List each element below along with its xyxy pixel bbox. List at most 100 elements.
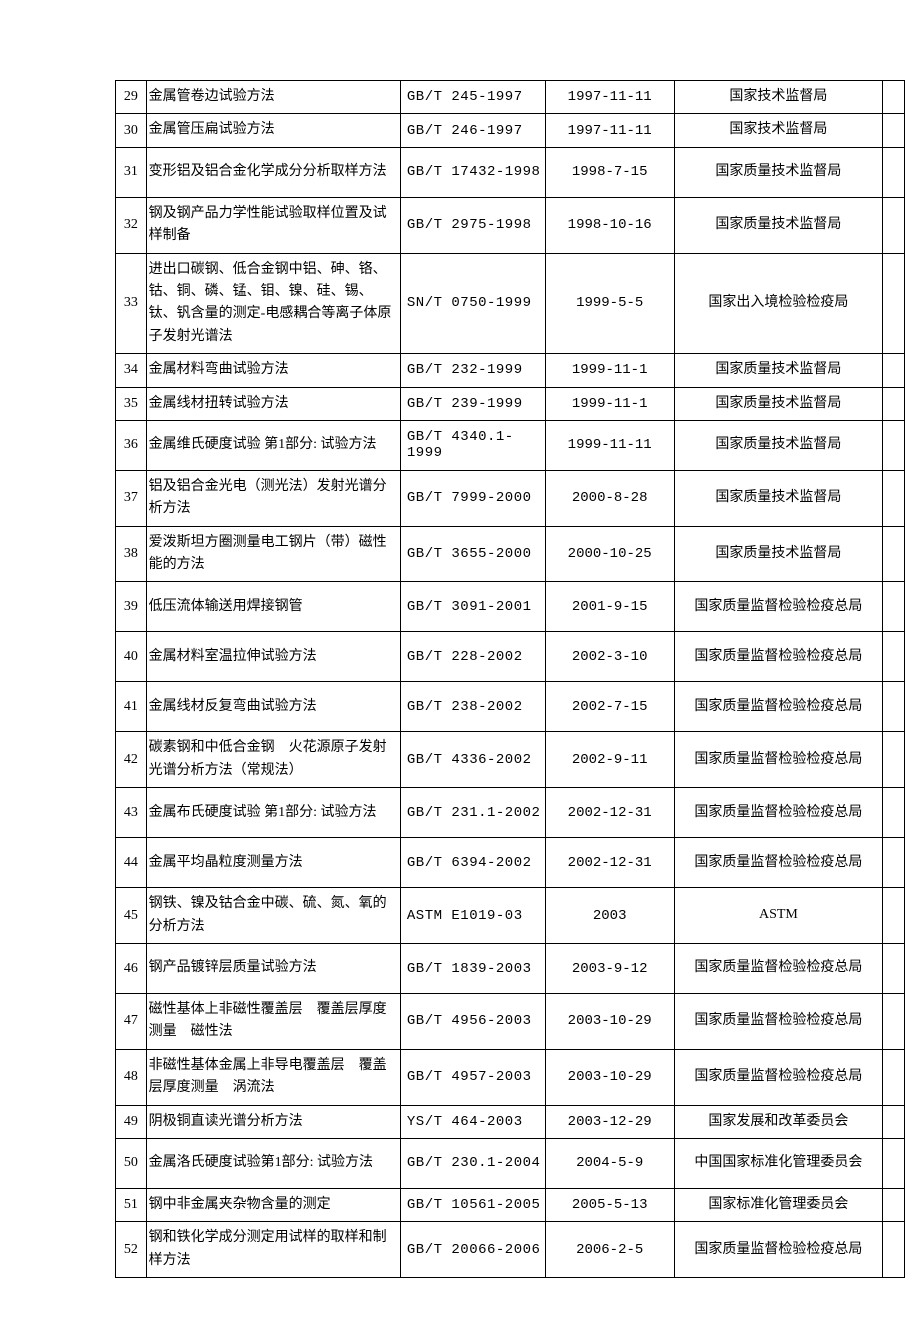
table-row: 48非磁性基体金属上非导电覆盖层 覆盖层厚度测量 涡流法GB/T 4957-20… — [116, 1049, 905, 1105]
row-number: 51 — [116, 1188, 147, 1221]
standard-date: 1999-11-11 — [545, 420, 674, 470]
standard-code: GB/T 231.1-2002 — [400, 788, 545, 838]
extra-cell — [883, 682, 905, 732]
table-row: 40金属材料室温拉伸试验方法GB/T 228-20022002-3-10国家质量… — [116, 632, 905, 682]
standard-title: 金属洛氏硬度试验第1部分: 试验方法 — [146, 1138, 400, 1188]
row-number: 37 — [116, 470, 147, 526]
row-number: 36 — [116, 420, 147, 470]
table-row: 46钢产品镀锌层质量试验方法GB/T 1839-20032003-9-12国家质… — [116, 944, 905, 994]
standard-date: 1998-10-16 — [545, 197, 674, 253]
row-number: 46 — [116, 944, 147, 994]
extra-cell — [883, 1105, 905, 1138]
table-row: 35金属线材扭转试验方法GB/T 239-19991999-11-1国家质量技术… — [116, 387, 905, 420]
standard-date: 2005-5-13 — [545, 1188, 674, 1221]
extra-cell — [883, 387, 905, 420]
standard-title: 阴极铜直读光谱分析方法 — [146, 1105, 400, 1138]
extra-cell — [883, 420, 905, 470]
standard-code: GB/T 20066-2006 — [400, 1222, 545, 1278]
standard-title: 金属管压扁试验方法 — [146, 114, 400, 147]
extra-cell — [883, 582, 905, 632]
row-number: 38 — [116, 526, 147, 582]
standard-org: 国家质量监督检验检疫总局 — [674, 582, 882, 632]
standard-title: 金属材料室温拉伸试验方法 — [146, 632, 400, 682]
table-row: 30金属管压扁试验方法GB/T 246-19971997-11-11国家技术监督… — [116, 114, 905, 147]
standard-title: 钢铁、镍及钴合金中碳、硫、氮、氧的分析方法 — [146, 888, 400, 944]
standard-org: 国家质量技术监督局 — [674, 197, 882, 253]
standard-code: GB/T 238-2002 — [400, 682, 545, 732]
table-row: 45钢铁、镍及钴合金中碳、硫、氮、氧的分析方法ASTM E1019-032003… — [116, 888, 905, 944]
table-row: 38爱泼斯坦方圈测量电工钢片（带）磁性能的方法GB/T 3655-2000200… — [116, 526, 905, 582]
standard-title: 金属材料弯曲试验方法 — [146, 354, 400, 387]
table-row: 42碳素钢和中低合金钢 火花源原子发射光谱分析方法（常规法）GB/T 4336-… — [116, 732, 905, 788]
standard-date: 2001-9-15 — [545, 582, 674, 632]
extra-cell — [883, 526, 905, 582]
standard-org: 国家质量监督检验检疫总局 — [674, 1222, 882, 1278]
standard-date: 2002-9-11 — [545, 732, 674, 788]
standard-org: 国家技术监督局 — [674, 81, 882, 114]
standard-date: 2003-9-12 — [545, 944, 674, 994]
row-number: 48 — [116, 1049, 147, 1105]
standard-org: 国家技术监督局 — [674, 114, 882, 147]
standard-code: GB/T 2975-1998 — [400, 197, 545, 253]
standard-title: 非磁性基体金属上非导电覆盖层 覆盖层厚度测量 涡流法 — [146, 1049, 400, 1105]
standard-date: 2006-2-5 — [545, 1222, 674, 1278]
standard-date: 1998-7-15 — [545, 147, 674, 197]
standard-title: 铝及铝合金光电（测光法）发射光谱分析方法 — [146, 470, 400, 526]
standard-date: 2003 — [545, 888, 674, 944]
standard-title: 碳素钢和中低合金钢 火花源原子发射光谱分析方法（常规法） — [146, 732, 400, 788]
standard-org: 国家质量监督检验检疫总局 — [674, 632, 882, 682]
standards-table: 29金属管卷边试验方法GB/T 245-19971997-11-11国家技术监督… — [115, 80, 905, 1278]
standard-code: GB/T 4340.1-1999 — [400, 420, 545, 470]
table-row: 29金属管卷边试验方法GB/T 245-19971997-11-11国家技术监督… — [116, 81, 905, 114]
standard-code: GB/T 246-1997 — [400, 114, 545, 147]
standard-date: 2004-5-9 — [545, 1138, 674, 1188]
standard-org: 国家出入境检验检疫局 — [674, 253, 882, 354]
extra-cell — [883, 838, 905, 888]
extra-cell — [883, 888, 905, 944]
standard-title: 金属维氏硬度试验 第1部分: 试验方法 — [146, 420, 400, 470]
standard-title: 金属平均晶粒度测量方法 — [146, 838, 400, 888]
row-number: 33 — [116, 253, 147, 354]
standard-org: 国家质量技术监督局 — [674, 470, 882, 526]
table-row: 44金属平均晶粒度测量方法GB/T 6394-20022002-12-31国家质… — [116, 838, 905, 888]
row-number: 44 — [116, 838, 147, 888]
table-row: 39低压流体输送用焊接钢管GB/T 3091-20012001-9-15国家质量… — [116, 582, 905, 632]
standard-org: 国家质量监督检验检疫总局 — [674, 788, 882, 838]
standard-title: 金属线材扭转试验方法 — [146, 387, 400, 420]
extra-cell — [883, 1138, 905, 1188]
standard-date: 1999-11-1 — [545, 354, 674, 387]
standard-title: 变形铝及铝合金化学成分分析取样方法 — [146, 147, 400, 197]
standard-org: 国家质量技术监督局 — [674, 387, 882, 420]
extra-cell — [883, 1188, 905, 1221]
standard-date: 1997-11-11 — [545, 114, 674, 147]
table-row: 32钢及钢产品力学性能试验取样位置及试样制备GB/T 2975-19981998… — [116, 197, 905, 253]
row-number: 49 — [116, 1105, 147, 1138]
standard-org: 国家发展和改革委员会 — [674, 1105, 882, 1138]
row-number: 32 — [116, 197, 147, 253]
standard-org: 国家质量监督检验检疫总局 — [674, 732, 882, 788]
standard-code: GB/T 1839-2003 — [400, 944, 545, 994]
extra-cell — [883, 632, 905, 682]
extra-cell — [883, 1049, 905, 1105]
table-row: 41金属线材反复弯曲试验方法GB/T 238-20022002-7-15国家质量… — [116, 682, 905, 732]
standard-code: GB/T 239-1999 — [400, 387, 545, 420]
standard-org: 国家质量监督检验检疫总局 — [674, 944, 882, 994]
standard-org: 国家质量监督检验检疫总局 — [674, 994, 882, 1050]
standard-code: GB/T 3091-2001 — [400, 582, 545, 632]
row-number: 41 — [116, 682, 147, 732]
standard-code: GB/T 230.1-2004 — [400, 1138, 545, 1188]
row-number: 42 — [116, 732, 147, 788]
standard-title: 爱泼斯坦方圈测量电工钢片（带）磁性能的方法 — [146, 526, 400, 582]
standard-title: 钢产品镀锌层质量试验方法 — [146, 944, 400, 994]
table-row: 51钢中非金属夹杂物含量的测定GB/T 10561-20052005-5-13国… — [116, 1188, 905, 1221]
standard-org: 国家质量监督检验检疫总局 — [674, 1049, 882, 1105]
extra-cell — [883, 147, 905, 197]
standard-code: GB/T 4336-2002 — [400, 732, 545, 788]
extra-cell — [883, 253, 905, 354]
standard-title: 钢及钢产品力学性能试验取样位置及试样制备 — [146, 197, 400, 253]
standard-org: 国家质量技术监督局 — [674, 420, 882, 470]
extra-cell — [883, 1222, 905, 1278]
table-row: 36金属维氏硬度试验 第1部分: 试验方法GB/T 4340.1-1999199… — [116, 420, 905, 470]
standard-code: GB/T 10561-2005 — [400, 1188, 545, 1221]
standard-date: 2003-12-29 — [545, 1105, 674, 1138]
